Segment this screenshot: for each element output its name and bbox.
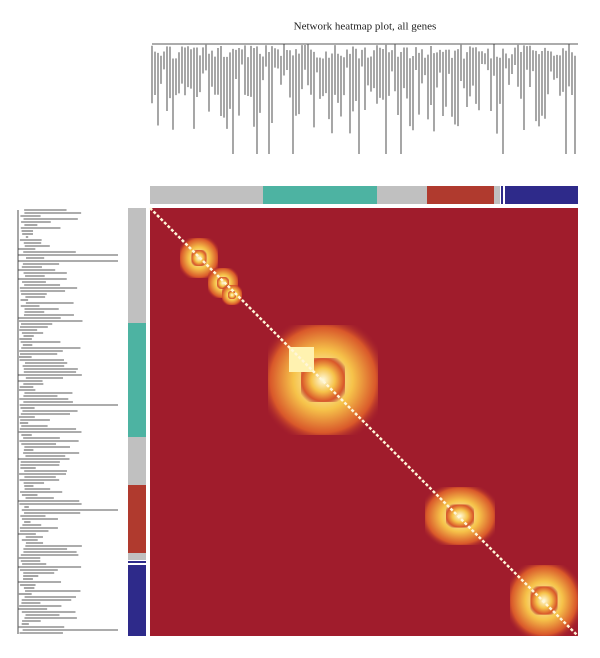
heatmap xyxy=(149,207,579,637)
left-dendrogram xyxy=(17,209,118,634)
module-block xyxy=(446,504,474,528)
left-module-bar xyxy=(128,208,146,636)
title: Network heatmap plot, all genes xyxy=(294,21,437,33)
top-dendrogram xyxy=(151,43,578,154)
top-module-bar xyxy=(150,186,578,204)
module-block xyxy=(228,291,236,299)
